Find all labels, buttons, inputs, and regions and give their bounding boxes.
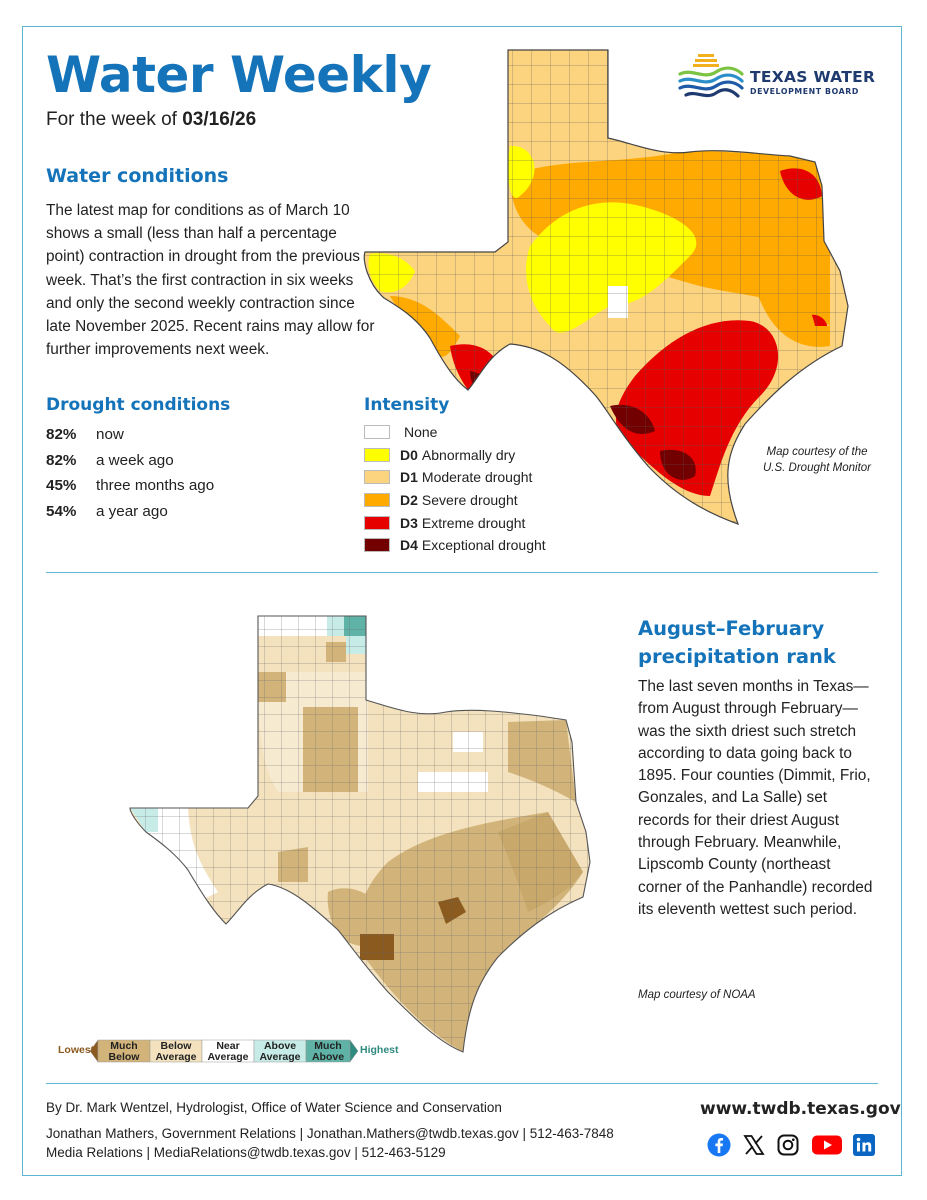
legend-item-d0: D0 Abnormally dry	[364, 444, 546, 467]
legend-item-d1: D1 Moderate drought	[364, 466, 546, 489]
scale-highest-label: Highest	[360, 1045, 399, 1056]
legend-swatch	[364, 493, 390, 507]
facebook-icon[interactable]	[707, 1133, 731, 1157]
drought-stat: 82% now	[46, 422, 214, 448]
drought-conditions-list: 82% now 82% a week ago 45% three months ago…	[46, 422, 214, 524]
contact-block: Jonathan Mathers, Government Relations |…	[46, 1124, 614, 1162]
legend-swatch	[364, 538, 390, 552]
legend-item-d3: D3 Extreme drought	[364, 511, 546, 534]
week-date: 03/16/26	[182, 109, 256, 130]
rank-scale: Lowest Much Below Below Average Near Averag…	[58, 1036, 408, 1066]
drought-conditions-heading: Drought conditions	[46, 395, 230, 415]
linkedin-icon[interactable]	[852, 1133, 876, 1157]
youtube-icon[interactable]	[811, 1133, 843, 1157]
drought-map-credit: Map courtesy of the U.S. Drought Monitor	[754, 444, 880, 476]
intensity-legend: None D0 Abnormally dry D1 Moderate drought…	[364, 421, 546, 557]
scale-label-below-average: Below Average	[150, 1041, 202, 1063]
author-line: By Dr. Mark Wentzel, Hydrologist, Office…	[46, 1100, 502, 1115]
scale-lowest-label: Lowest	[58, 1045, 94, 1056]
water-conditions-body: The latest map for conditions as of Marc…	[46, 199, 378, 361]
water-conditions-heading: Water conditions	[46, 165, 229, 187]
legend-item-d4: D4 Exceptional drought	[364, 534, 546, 557]
drought-stat: 54% a year ago	[46, 499, 214, 525]
scale-label-near-average: Near Average	[202, 1041, 254, 1063]
legend-swatch	[364, 448, 390, 462]
scale-label-much-below: Much Below	[98, 1041, 150, 1063]
footer-divider	[46, 1083, 878, 1084]
legend-item-d2: D2 Severe drought	[364, 489, 546, 512]
precipitation-heading: August–February precipitation rank	[638, 615, 878, 671]
contact-government-relations[interactable]: Jonathan Mathers, Government Relations |…	[46, 1124, 614, 1143]
instagram-icon[interactable]	[776, 1133, 800, 1157]
highest-arrow	[350, 1040, 358, 1062]
scale-label-much-above: Much Above	[306, 1041, 350, 1063]
website-link[interactable]: www.twdb.texas.gov	[700, 1099, 901, 1119]
section-divider	[46, 572, 878, 573]
precipitation-rank-map	[128, 612, 598, 1062]
noaa-credit: Map courtesy of NOAA	[638, 989, 756, 1001]
legend-swatch	[364, 470, 390, 484]
legend-item-none: None	[364, 421, 546, 444]
precipitation-body: The last seven months in Texas—from Augu…	[638, 676, 878, 921]
intensity-heading: Intensity	[364, 395, 449, 415]
drought-stat: 45% three months ago	[46, 473, 214, 499]
drought-stat: 82% a week ago	[46, 448, 214, 474]
legend-swatch	[364, 516, 390, 530]
x-icon[interactable]	[742, 1133, 766, 1157]
scale-label-above-average: Above Average	[254, 1041, 306, 1063]
contact-media-relations[interactable]: Media Relations | MediaRelations@twdb.te…	[46, 1143, 614, 1162]
week-line: For the week of 03/16/26	[46, 109, 256, 131]
legend-swatch	[364, 425, 390, 439]
